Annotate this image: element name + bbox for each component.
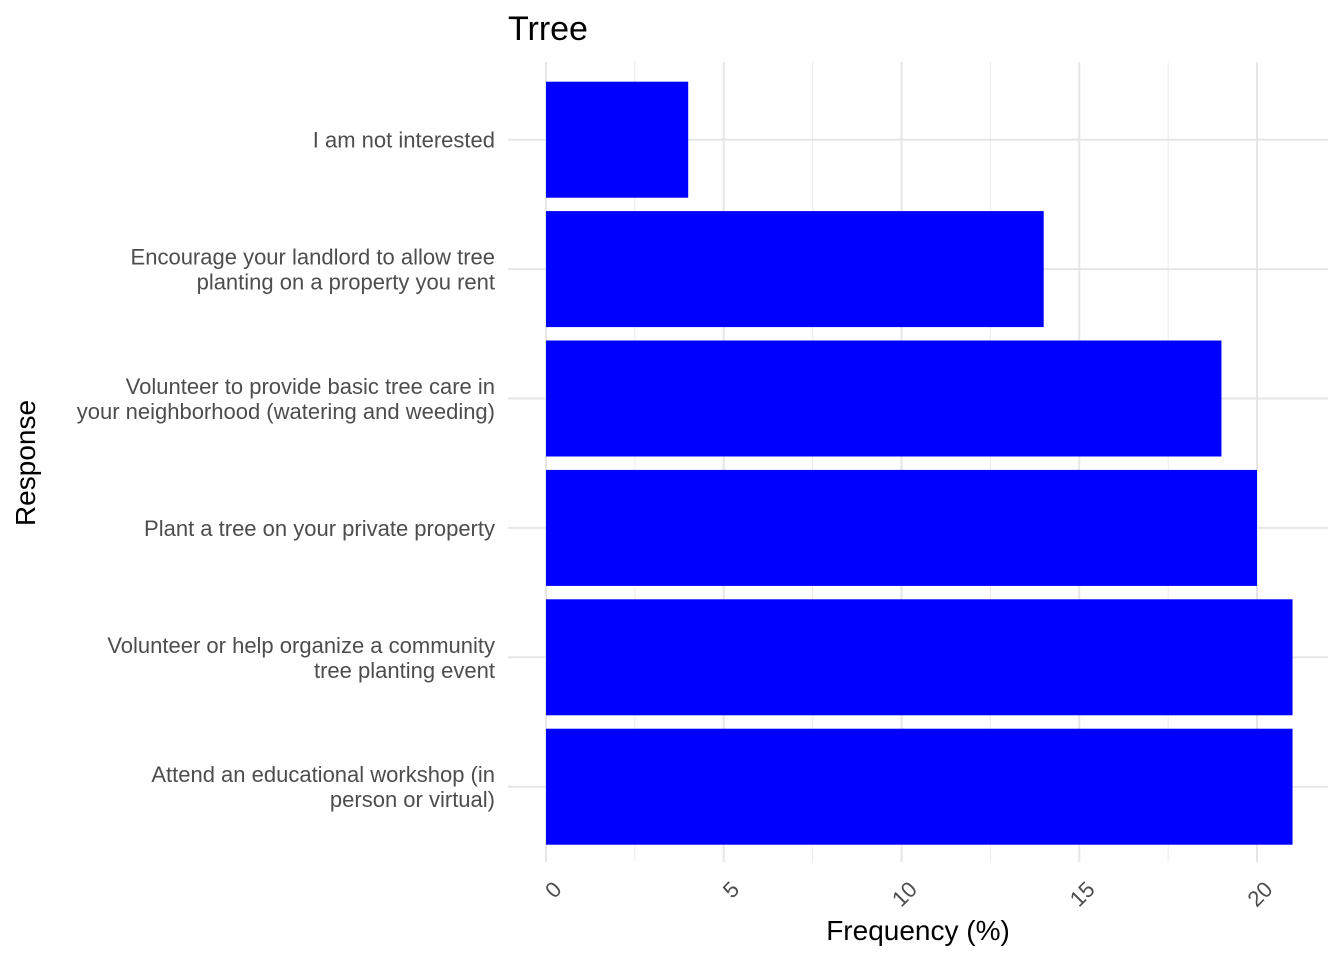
category-label-line: Volunteer or help organize a community xyxy=(107,633,495,658)
category-label: Volunteer to provide basic tree care in y… xyxy=(77,374,495,424)
x-tick-labels: 0 5 10 15 20 xyxy=(540,877,1277,912)
bar xyxy=(546,728,1293,845)
category-label: Plant a tree on your private property xyxy=(144,516,495,541)
category-label-line: your neighborhood (watering and weeding) xyxy=(77,399,495,424)
x-tick-label: 15 xyxy=(1065,877,1100,912)
bar xyxy=(546,211,1044,328)
category-label-line: I am not interested xyxy=(313,128,495,153)
x-tick-label: 20 xyxy=(1243,877,1278,912)
bar xyxy=(546,469,1257,586)
category-label: I am not interested xyxy=(313,128,495,153)
category-label-line: tree planting event xyxy=(314,658,495,683)
category-label-line: person or virtual) xyxy=(330,787,495,812)
bar xyxy=(546,81,689,198)
category-label-line: Plant a tree on your private property xyxy=(144,516,495,541)
y-axis-title: Response xyxy=(10,400,41,526)
chart-title: Trree xyxy=(508,10,588,48)
x-tick-label: 10 xyxy=(887,877,922,912)
category-label-line: Volunteer to provide basic tree care in xyxy=(126,374,495,399)
category-label-line: planting on a property you rent xyxy=(197,270,495,295)
bar xyxy=(546,599,1293,716)
x-axis-title: Frequency (%) xyxy=(826,915,1010,946)
x-tick-label: 0 xyxy=(540,877,566,903)
bar xyxy=(546,340,1222,457)
category-label: Volunteer or help organize a community tr… xyxy=(107,633,495,683)
category-labels: I am not interested Encourage your landlo… xyxy=(77,128,495,813)
category-label: Attend an educational workshop (in person… xyxy=(151,762,495,812)
x-tick-label: 5 xyxy=(718,877,744,903)
category-label-line: Encourage your landlord to allow tree xyxy=(131,245,495,270)
category-label: Encourage your landlord to allow tree pla… xyxy=(131,245,495,295)
bars xyxy=(546,81,1293,845)
category-label-line: Attend an educational workshop (in xyxy=(151,762,495,787)
